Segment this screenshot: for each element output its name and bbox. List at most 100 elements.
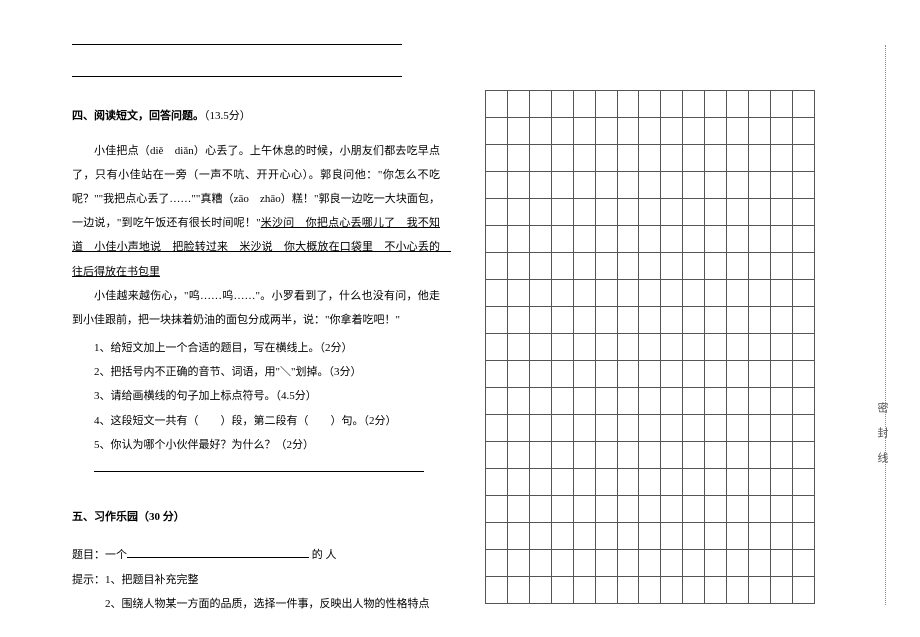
- grid-cell: [551, 523, 573, 550]
- grid-cell: [661, 388, 683, 415]
- grid-cell: [792, 523, 814, 550]
- grid-cell: [770, 226, 792, 253]
- question-2: 2、把括号内不正确的音节、词语，用"＼"划掉。（3分）: [72, 360, 440, 384]
- grid-cell: [573, 334, 595, 361]
- grid-cell: [683, 91, 705, 118]
- grid-cell: [507, 469, 529, 496]
- grid-cell: [529, 388, 551, 415]
- grid-cell: [529, 172, 551, 199]
- grid-cell: [727, 334, 749, 361]
- passage-p1: 小佳把点（diě diǎn）心丢了。上午休息的时候，小朋友们都去吃早点了，只有小…: [72, 139, 440, 284]
- grid-cell: [573, 523, 595, 550]
- grid-cell: [661, 523, 683, 550]
- grid-cell: [705, 523, 727, 550]
- grid-cell: [749, 388, 771, 415]
- grid-cell: [573, 91, 595, 118]
- grid-cell: [639, 550, 661, 577]
- grid-cell: [551, 172, 573, 199]
- grid-cell: [705, 307, 727, 334]
- grid-cell: [770, 334, 792, 361]
- grid-cell: [683, 226, 705, 253]
- grid-cell: [507, 523, 529, 550]
- grid-cell: [595, 118, 617, 145]
- grid-cell: [661, 118, 683, 145]
- grid-cell: [770, 280, 792, 307]
- grid-cell: [507, 550, 529, 577]
- grid-cell: [661, 442, 683, 469]
- grid-cell: [683, 415, 705, 442]
- grid-cell: [683, 334, 705, 361]
- grid-cell: [529, 280, 551, 307]
- grid-cell: [727, 280, 749, 307]
- grid-cell: [705, 442, 727, 469]
- page-content: 四、阅读短文，回答问题。（13.5分） 小佳把点（diě diǎn）心丢了。上午…: [0, 30, 920, 616]
- grid-cell: [792, 577, 814, 604]
- grid-cell: [573, 280, 595, 307]
- grid-cell: [551, 442, 573, 469]
- grid-cell: [792, 307, 814, 334]
- grid-cell: [507, 172, 529, 199]
- grid-cell: [661, 496, 683, 523]
- grid-cell: [770, 388, 792, 415]
- grid-cell: [792, 145, 814, 172]
- grid-cell: [507, 415, 529, 442]
- grid-cell: [595, 388, 617, 415]
- section-5: 五、习作乐园（30 分） 题目：一个 的 人 提示：1、把题目补充完整 2、围绕…: [72, 505, 440, 616]
- grid-cell: [705, 496, 727, 523]
- grid-cell: [529, 199, 551, 226]
- grid-cell: [749, 253, 771, 280]
- grid-cell: [551, 199, 573, 226]
- grid-cell: [705, 199, 727, 226]
- grid-cell: [727, 496, 749, 523]
- grid-cell: [507, 577, 529, 604]
- grid-cell: [749, 334, 771, 361]
- grid-cell: [617, 388, 639, 415]
- grid-cell: [792, 442, 814, 469]
- grid-cell: [551, 118, 573, 145]
- grid-cell: [727, 361, 749, 388]
- grid-cell: [639, 496, 661, 523]
- grid-cell: [617, 253, 639, 280]
- section-5-heading: 五、习作乐园（30 分）: [72, 505, 440, 529]
- grid-cell: [529, 226, 551, 253]
- grid-cell: [551, 496, 573, 523]
- writing-grid: [485, 90, 815, 604]
- seal-label: 密封线: [874, 402, 890, 477]
- grid-cell: [683, 442, 705, 469]
- grid-cell: [529, 118, 551, 145]
- grid-cell: [661, 307, 683, 334]
- grid-cell: [595, 442, 617, 469]
- grid-cell: [529, 496, 551, 523]
- grid-cell: [661, 415, 683, 442]
- grid-cell: [639, 172, 661, 199]
- section-4-points: （13.5分）: [204, 110, 251, 122]
- grid-cell: [595, 577, 617, 604]
- grid-cell: [595, 172, 617, 199]
- grid-cell: [486, 523, 508, 550]
- grid-cell: [639, 361, 661, 388]
- grid-cell: [639, 91, 661, 118]
- grid-cell: [617, 145, 639, 172]
- grid-cell: [639, 226, 661, 253]
- grid-cell: [573, 415, 595, 442]
- grid-cell: [639, 145, 661, 172]
- grid-cell: [683, 469, 705, 496]
- grid-cell: [507, 91, 529, 118]
- grid-cell: [705, 334, 727, 361]
- grid-cell: [486, 118, 508, 145]
- grid-cell: [683, 145, 705, 172]
- grid-cell: [486, 361, 508, 388]
- grid-cell: [705, 172, 727, 199]
- grid-cell: [507, 280, 529, 307]
- grid-cell: [727, 199, 749, 226]
- answer-blank: [72, 457, 440, 481]
- grid-cell: [595, 334, 617, 361]
- grid-cell: [705, 280, 727, 307]
- grid-cell: [792, 361, 814, 388]
- grid-cell: [529, 577, 551, 604]
- grid-cell: [727, 118, 749, 145]
- grid-cell: [551, 91, 573, 118]
- reading-passage: 小佳把点（diě diǎn）心丢了。上午休息的时候，小朋友们都去吃早点了，只有小…: [72, 139, 440, 333]
- grid-cell: [551, 307, 573, 334]
- grid-cell: [573, 577, 595, 604]
